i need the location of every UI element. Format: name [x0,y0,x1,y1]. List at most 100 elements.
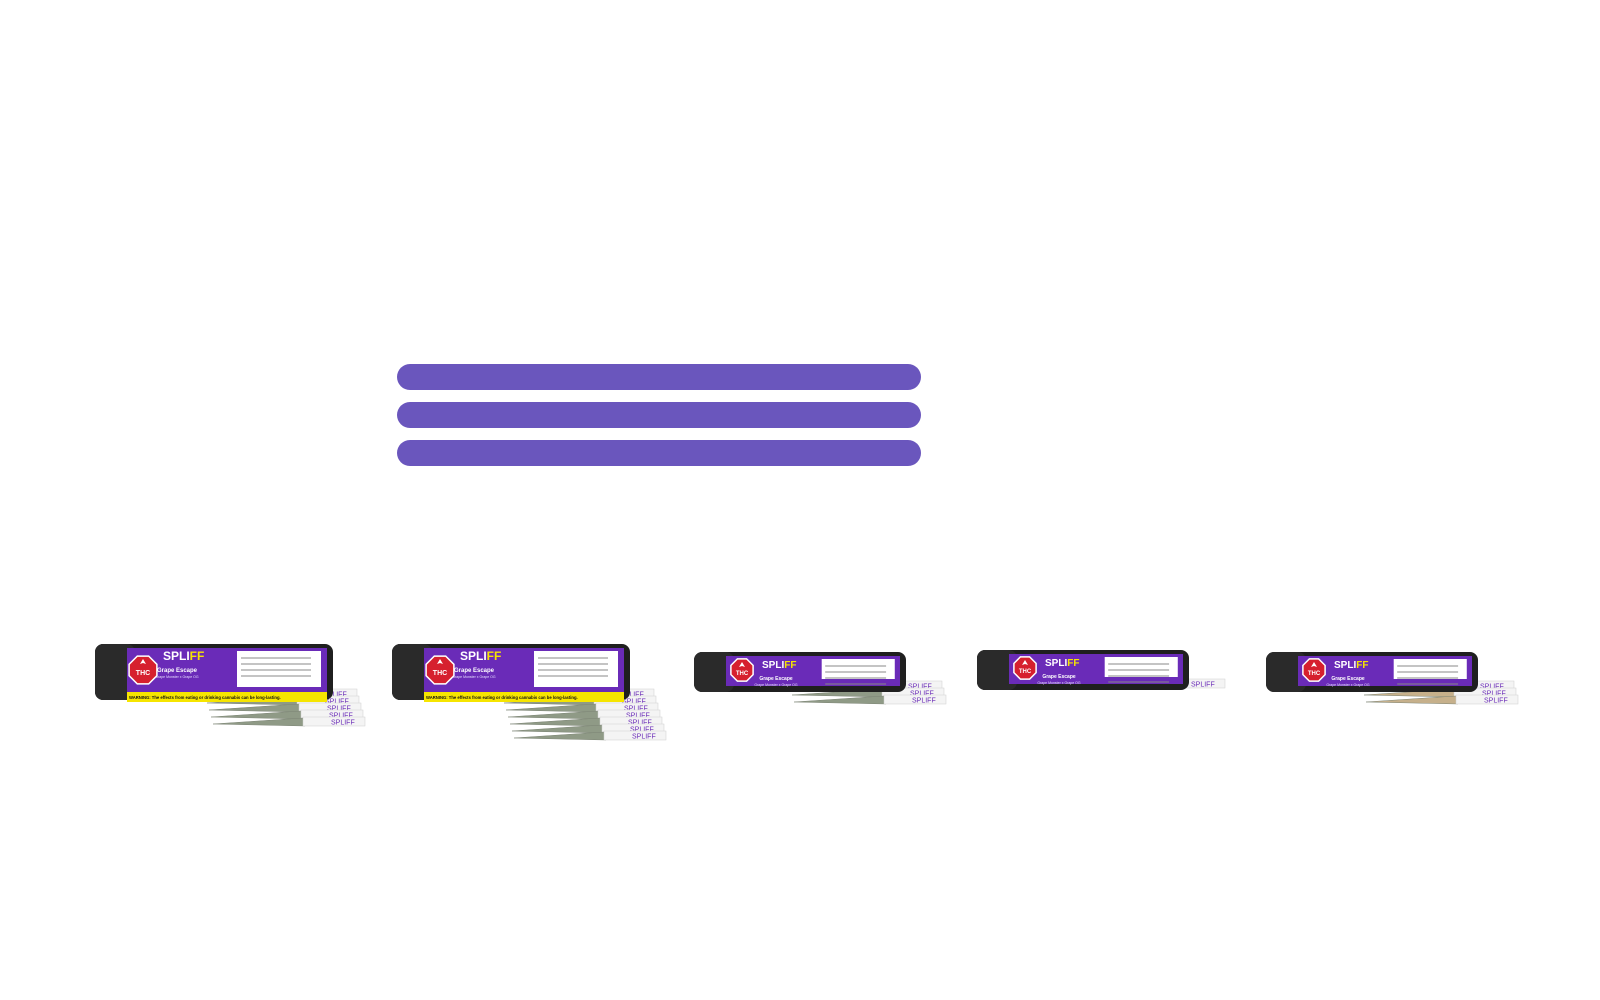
joint-brand-text: SPLIFF [632,734,656,741]
product-name: Grape Escape [157,668,198,674]
joint-body [511,724,605,734]
joint-body [210,710,304,720]
joint-brand-text: SPLIFF [329,713,353,720]
tube-cap [1266,652,1306,692]
brand-logo-text: SPLIFF [163,649,204,663]
product-name: Grape Escape [1042,674,1076,680]
joint-brand-text: SPLIFF [626,713,650,720]
joint-brand-text: SPLIFF [910,691,934,698]
warning-text: WARNING: The effects from eating or drin… [426,695,578,700]
brand-logo-text: SPLIFF [762,660,796,671]
cannabis-leaf-icon [1311,662,1317,667]
warning-stripe [127,692,327,702]
joint-body [505,703,599,713]
pre-roll-joint: SPLIFF [212,716,366,727]
product-name: Grape Escape [454,668,495,674]
thc-badge-text: THC [433,670,447,677]
joint-brand-text: SPLIFF [327,706,351,713]
tube-cap [694,652,734,692]
tube-cap [392,644,432,700]
product-strain: Grape Monster x Grape OG [1326,683,1369,687]
label-info-box [1104,657,1178,677]
placeholder-bar-2[interactable] [397,402,921,428]
thc-badge-icon [128,655,158,685]
thc-badge-text: THC [136,670,150,677]
pre-roll-joint: SPLIFF [507,709,661,720]
warning-text: WARNING: The effects from eating or drin… [129,695,281,700]
joint-brand-text: SPLIFF [1191,682,1215,689]
joint-tip [603,730,667,741]
joint-body [208,703,302,713]
product-card[interactable]: SPLIFF THC SPLIFF Grape Escape Grape Monster… [977,646,1226,786]
product-name: Grape Escape [759,676,793,682]
joint-brand-text: SPLIFF [331,720,355,727]
joint-brand-text: SPLIFF [628,720,652,727]
joint-brand-text: SPLIFF [912,698,936,705]
joint-body [509,717,603,727]
thc-badge-icon [1302,658,1326,682]
thc-badge-icon [425,655,455,685]
product-image: SPLIFFSPLIFFSPLIFFSPLIFFSPLIFFTHCSPLIFFG… [95,644,366,727]
joint-body [1365,695,1459,705]
joint-brand-text: SPLIFF [325,699,349,706]
thc-badge-icon [1013,656,1037,680]
product-strain: Grape Monster x Grape OG [754,683,797,687]
label-info-box [821,659,895,679]
product-card[interactable]: SPLIFF SPLIFF SPLIFF SPLIFF SPLIFF THC SPLIFF G… [95,640,366,780]
product-strain: Grape Monster x Grape OG [452,675,495,679]
joint-tip [1455,694,1519,705]
joint-brand-text: SPLIFF [1480,684,1504,691]
joint-brand-text: SPLIFF [624,706,648,713]
joint-body [793,695,887,705]
product-image: SPLIFFSPLIFFSPLIFFSPLIFFSPLIFFSPLIFFSPLI… [392,644,667,741]
product-card[interactable]: SPLIFF SPLIFF SPLIFF THC SPLIFF Grape Escape G… [694,648,947,788]
product-name: Grape Escape [1331,676,1365,682]
tube-cap [95,644,135,700]
product-strain: Grape Monster x Grape OG [1037,681,1080,685]
thc-badge-icon [730,658,754,682]
tube-cap [977,650,1017,690]
pre-roll-joint: SPLIFF [1365,694,1519,705]
pre-roll-joint: SPLIFF [511,723,665,734]
product-row: SPLIFF SPLIFF SPLIFF SPLIFF SPLIFF THC SPLIFF G… [0,640,1600,780]
product-card[interactable]: SPLIFF SPLIFF SPLIFF THC SPLIFF Grape Escape G… [1266,648,1519,788]
joint-brand-text: SPLIFF [620,692,644,699]
thc-badge-text: THC [736,671,749,677]
pre-roll-joint: SPLIFF [210,709,364,720]
brand-logo-text: SPLIFF [1045,658,1079,669]
joint-body [513,731,607,741]
joint-brand-text: SPLIFF [323,692,347,699]
joint-brand-text: SPLIFF [908,684,932,691]
joint-brand-text: SPLIFF [1482,691,1506,698]
warning-stripe [424,692,624,702]
joint-brand-text: SPLIFF [622,699,646,706]
label-info-box [237,651,321,687]
cannabis-leaf-icon [140,659,146,664]
brand-logo-text: SPLIFF [1334,660,1368,671]
product-strain: Grape Monster x Grape OG [155,675,198,679]
cannabis-leaf-icon [739,662,745,667]
joint-tip [883,694,947,705]
pre-roll-joint: SPLIFF [793,694,947,705]
joint-body [212,717,306,727]
placeholder-bar-1[interactable] [397,364,921,390]
label-info-box [534,651,618,687]
brand-logo-text: SPLIFF [460,649,501,663]
pre-roll-joint: SPLIFF [505,702,659,713]
placeholder-bar-3[interactable] [397,440,921,466]
pre-roll-joint: SPLIFF [513,730,667,741]
joint-brand-text: SPLIFF [630,727,654,734]
product-card[interactable]: SPLIFF SPLIFF SPLIFF SPLIFF SPLIFF SPLIFF SPLI… [392,640,667,780]
thc-badge-text: THC [1308,671,1321,677]
placeholder-bars [397,364,921,478]
cannabis-leaf-icon [1022,660,1028,665]
joint-tip [302,716,366,727]
cannabis-leaf-icon [437,659,443,664]
joint-body [507,710,601,720]
pre-roll-joint: SPLIFF [509,716,663,727]
joint-brand-text: SPLIFF [1484,698,1508,705]
